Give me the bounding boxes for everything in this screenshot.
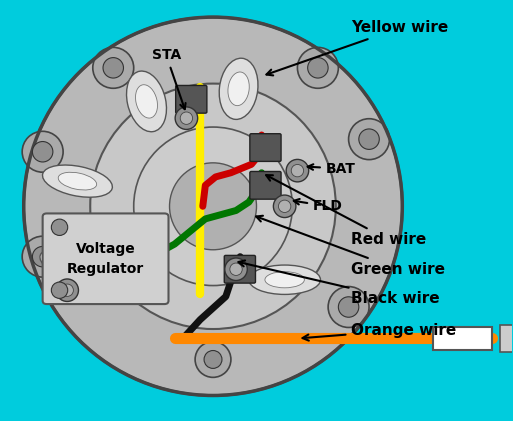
Ellipse shape [51,219,68,235]
FancyBboxPatch shape [224,256,255,283]
FancyBboxPatch shape [250,134,281,161]
Ellipse shape [195,341,231,377]
Ellipse shape [127,71,167,132]
Ellipse shape [273,195,296,218]
Text: Orange wire: Orange wire [303,322,457,341]
Ellipse shape [228,72,249,106]
FancyBboxPatch shape [43,213,168,304]
FancyBboxPatch shape [250,171,281,199]
Ellipse shape [169,163,256,250]
Ellipse shape [32,246,53,267]
Ellipse shape [359,129,379,149]
Ellipse shape [22,131,63,172]
FancyBboxPatch shape [175,85,207,113]
Ellipse shape [286,160,309,182]
Ellipse shape [40,247,110,279]
Ellipse shape [328,287,369,328]
Text: Regulator: Regulator [67,262,144,276]
Text: FLD: FLD [294,199,343,213]
Ellipse shape [93,48,134,88]
Text: Voltage: Voltage [76,242,135,256]
Ellipse shape [43,165,112,197]
Ellipse shape [32,141,53,162]
Ellipse shape [225,258,247,280]
Ellipse shape [339,297,359,317]
Ellipse shape [103,58,124,78]
Ellipse shape [219,58,258,120]
Ellipse shape [298,48,339,88]
Bar [433,327,492,350]
Text: Yellow wire: Yellow wire [266,21,448,75]
Ellipse shape [249,265,321,294]
Ellipse shape [56,254,94,272]
Ellipse shape [61,284,73,296]
Ellipse shape [58,172,96,190]
Text: Red wire: Red wire [266,175,426,248]
Ellipse shape [230,263,242,275]
Ellipse shape [51,282,68,298]
Text: Green wire: Green wire [256,216,445,277]
Ellipse shape [135,85,157,118]
Ellipse shape [279,200,291,213]
Ellipse shape [22,236,63,277]
Ellipse shape [24,17,402,395]
Ellipse shape [265,272,304,288]
Ellipse shape [180,112,192,124]
Ellipse shape [134,127,292,285]
Bar [500,325,513,352]
Ellipse shape [291,165,304,177]
Ellipse shape [56,279,78,301]
Text: STA: STA [152,48,186,109]
Ellipse shape [175,107,198,129]
Text: BAT: BAT [308,162,356,176]
Ellipse shape [349,119,389,160]
Text: Black wire: Black wire [239,261,440,306]
Ellipse shape [204,351,222,368]
Ellipse shape [90,84,336,329]
Ellipse shape [308,58,328,78]
